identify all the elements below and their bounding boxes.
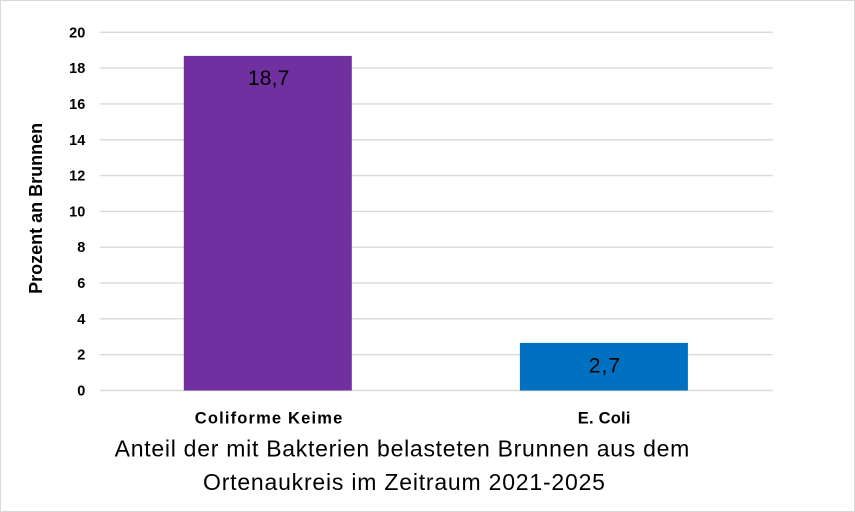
svg-text:Anteil der mit Bakterien belas: Anteil der mit Bakterien belasteten Brun… [115,436,690,462]
svg-text:2,7: 2,7 [589,355,620,378]
svg-text:20: 20 [69,25,85,41]
svg-text:Ortenaukreis im Zeitraum 2021-: Ortenaukreis im Zeitraum 2021-2025 [203,469,605,495]
svg-text:14: 14 [69,133,85,149]
svg-text:10: 10 [69,204,85,220]
svg-text:8: 8 [77,240,85,256]
svg-text:2: 2 [77,348,85,364]
svg-text:6: 6 [77,276,85,292]
svg-text:18: 18 [69,61,85,77]
svg-text:16: 16 [69,97,85,113]
svg-text:18,7: 18,7 [248,67,290,90]
svg-text:Prozent an Brunnen: Prozent an Brunnen [26,123,46,294]
svg-text:12: 12 [69,169,85,185]
svg-text:E. Coli: E. Coli [578,409,631,427]
svg-text:4: 4 [77,312,85,328]
svg-text:Coliforme Keime: Coliforme Keime [195,409,343,427]
svg-text:0: 0 [77,384,85,400]
